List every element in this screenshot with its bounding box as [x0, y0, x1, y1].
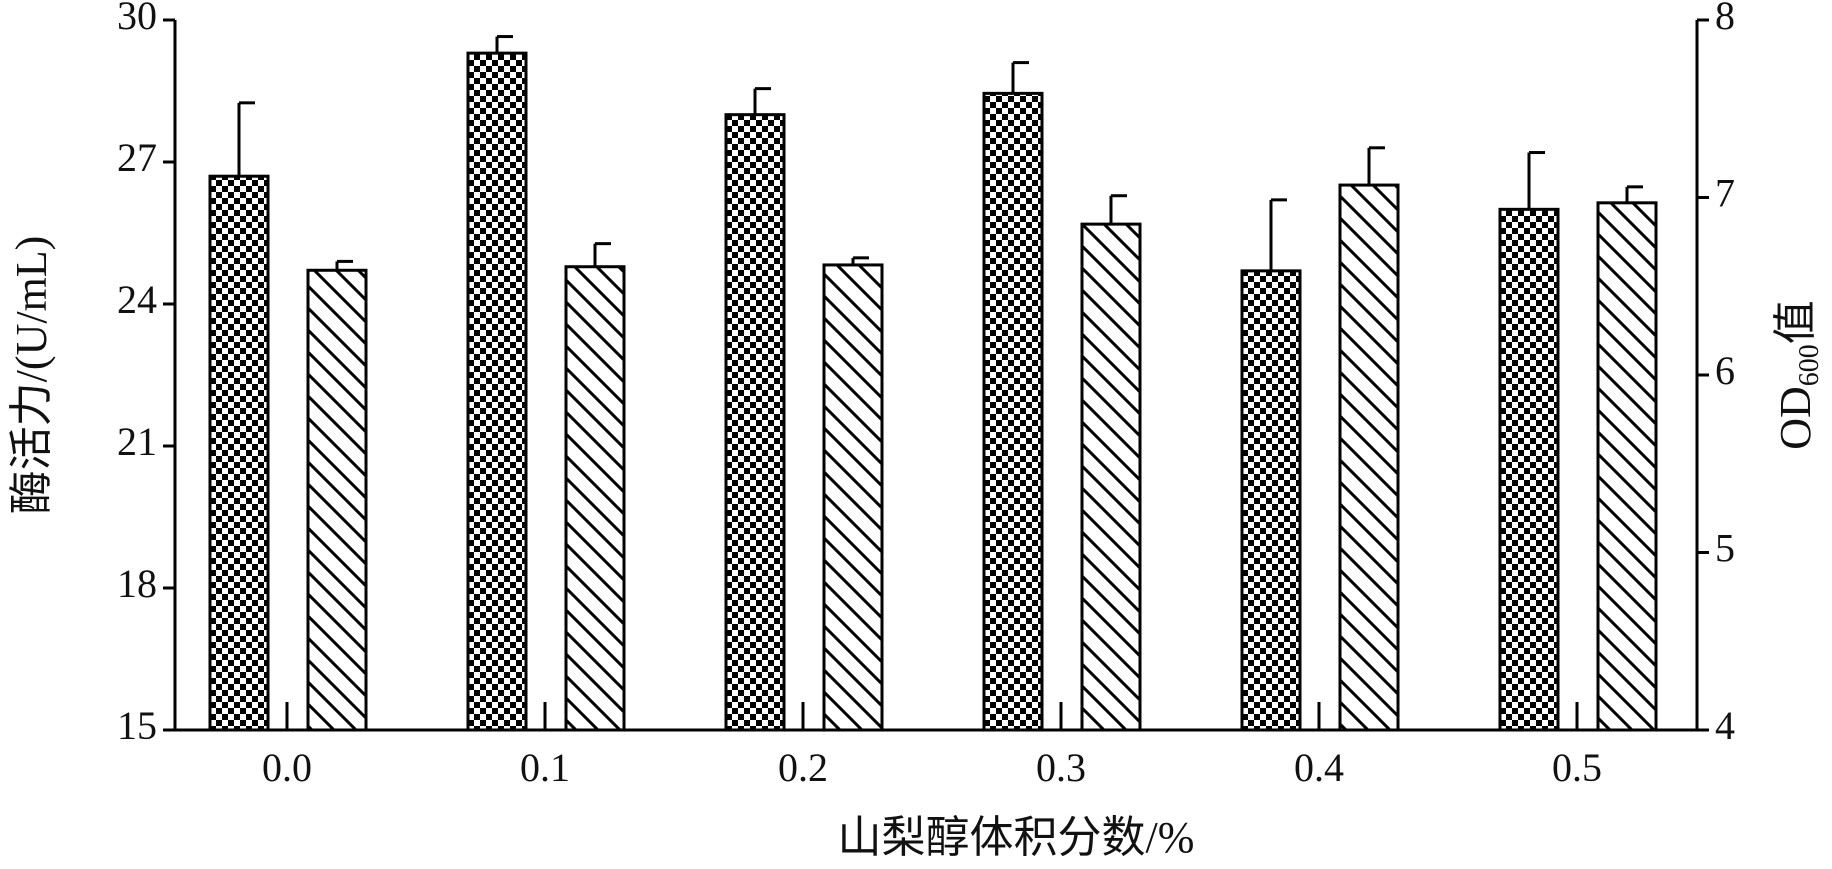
bar: [822, 263, 884, 732]
x-tick-label: 0.0: [262, 745, 312, 790]
y2-tick-label: 7: [1715, 171, 1735, 216]
x-tick-label: 0.4: [1294, 745, 1344, 790]
bar: [306, 268, 368, 732]
x-tick-label: 0.3: [1036, 745, 1086, 790]
x-axis-label: 山梨醇体积分数/%: [838, 813, 1195, 862]
bar: [208, 174, 270, 732]
bar: [982, 91, 1044, 732]
x-tick-label: 0.5: [1552, 745, 1602, 790]
y2-label-suffix: 值: [1771, 300, 1820, 344]
y-tick-label: 27: [117, 135, 157, 180]
bar: [564, 265, 626, 732]
y2-label-sub: 600: [1794, 344, 1825, 386]
bar: [1240, 269, 1302, 732]
x-tick-label: 0.1: [520, 745, 570, 790]
y-tick-label: 30: [117, 0, 157, 38]
bar: [1498, 207, 1560, 732]
y2-tick-label: 6: [1715, 348, 1735, 393]
bar: [1338, 183, 1400, 732]
y-tick-label: 24: [117, 277, 157, 322]
y-tick-label: 15: [117, 703, 157, 748]
y-tick-label: 18: [117, 561, 157, 606]
y2-tick-label: 4: [1715, 703, 1735, 748]
y2-label-main: OD: [1771, 386, 1820, 450]
y-axis-label: 酶活力/(U/mL): [7, 236, 56, 515]
x-tick-label: 0.2: [778, 745, 828, 790]
bar: [466, 51, 528, 732]
y2-tick-label: 5: [1715, 526, 1735, 571]
bar: [724, 113, 786, 732]
y-tick-label: 21: [117, 419, 157, 464]
bar: [1080, 222, 1142, 732]
y2-axis-label: OD600值: [1771, 300, 1825, 450]
y2-tick-label: 8: [1715, 0, 1735, 38]
bar: [1596, 201, 1658, 732]
